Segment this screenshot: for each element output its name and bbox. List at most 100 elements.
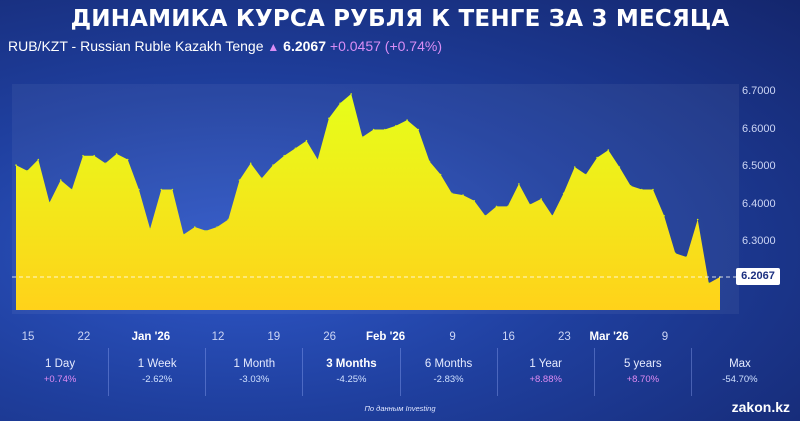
data-point xyxy=(708,282,710,285)
period-tab[interactable]: 6 Months -2.83% xyxy=(399,348,497,396)
data-point xyxy=(249,162,252,165)
page-title: ДИНАМИКА КУРСА РУБЛЯ К ТЕНГЕ ЗА 3 МЕСЯЦА xyxy=(70,6,730,32)
data-point xyxy=(685,256,688,258)
period-label: 3 Months xyxy=(326,358,377,370)
data-point xyxy=(160,188,163,191)
data-point xyxy=(618,166,621,168)
period-tab[interactable]: 5 years +8.70% xyxy=(593,348,691,396)
data-point xyxy=(462,194,464,196)
data-point xyxy=(641,188,643,191)
data-point xyxy=(171,188,174,191)
period-tab[interactable]: 1 Week -2.62% xyxy=(108,348,205,396)
x-tick-label: 22 xyxy=(77,331,91,343)
data-point xyxy=(573,166,576,168)
data-point xyxy=(182,233,185,236)
x-tick-label: 19 xyxy=(267,331,281,343)
current-price: 6.2067 xyxy=(283,38,326,54)
source-note: По данным Investing xyxy=(364,404,436,413)
data-point xyxy=(585,173,587,176)
data-point xyxy=(406,119,408,121)
data-point xyxy=(417,128,420,131)
data-point xyxy=(37,158,40,161)
x-tick-label: Jan '26 xyxy=(131,331,171,343)
data-point xyxy=(551,215,554,217)
period-tab[interactable]: 1 Day +0.74% xyxy=(12,348,108,396)
data-point xyxy=(518,183,520,185)
period-tab[interactable]: 1 Month -3.03% xyxy=(205,348,302,396)
data-point xyxy=(674,252,677,255)
period-change: +0.74% xyxy=(43,374,77,385)
data-point xyxy=(227,218,230,221)
data-point xyxy=(652,188,654,191)
data-point xyxy=(294,147,297,150)
data-point xyxy=(48,201,51,204)
data-point xyxy=(372,128,375,131)
data-point xyxy=(506,205,509,208)
y-tick-label: 6.5000 xyxy=(742,160,776,172)
data-point xyxy=(350,93,353,95)
data-point xyxy=(361,136,364,138)
period-change: -3.03% xyxy=(239,374,270,385)
y-tick-label: 6.4000 xyxy=(742,197,776,210)
period-label: 6 Months xyxy=(424,358,473,370)
period-label: 1 Week xyxy=(137,358,177,370)
period-change: -2.62% xyxy=(142,374,173,385)
data-point xyxy=(82,154,84,157)
data-point xyxy=(607,149,610,151)
period-change: -4.25% xyxy=(336,374,367,385)
period-tab[interactable]: Max -54.70% xyxy=(690,348,788,396)
period-label: Max xyxy=(729,358,751,370)
data-point xyxy=(395,124,397,127)
data-point xyxy=(15,164,17,166)
data-point xyxy=(93,154,95,157)
price-change-percent: (+0.74%) xyxy=(384,38,442,54)
data-point xyxy=(138,188,140,191)
y-tick-label: 6.3000 xyxy=(742,235,776,247)
period-change: +8.70% xyxy=(626,374,660,385)
period-label: 5 years xyxy=(623,358,662,370)
period-tab[interactable]: 3 Months -4.25% xyxy=(302,348,399,396)
data-point xyxy=(484,215,487,217)
quote-line: RUB/KZT - Russian Ruble Kazakh Tenge ▲ 6… xyxy=(8,38,442,54)
x-tick-label: Mar '26 xyxy=(589,331,629,343)
y-tick-label: 6.7000 xyxy=(742,85,776,97)
x-tick-label: 16 xyxy=(502,331,515,343)
data-point xyxy=(104,162,107,165)
data-point xyxy=(283,154,286,157)
price-change: +0.0457 xyxy=(329,38,381,54)
data-point xyxy=(629,185,632,187)
period-change: +8.88% xyxy=(529,374,562,385)
x-tick-label: Feb '26 xyxy=(366,331,406,343)
data-point xyxy=(59,179,62,181)
data-point xyxy=(205,230,207,232)
y-tick-label: 6.6000 xyxy=(742,122,776,135)
data-point xyxy=(261,177,263,180)
period-label: 1 Day xyxy=(45,358,76,370)
period-label: 1 Year xyxy=(529,358,562,370)
data-point xyxy=(384,128,386,131)
data-point xyxy=(663,215,665,217)
current-price-tag: 6.2067 xyxy=(736,268,780,285)
period-change: -2.83% xyxy=(433,374,464,385)
data-point xyxy=(495,205,498,208)
x-tick-label: 26 xyxy=(323,331,337,343)
data-point xyxy=(696,218,699,221)
data-point xyxy=(71,188,73,191)
data-point xyxy=(194,226,196,228)
data-point xyxy=(439,173,442,176)
data-point xyxy=(26,170,29,172)
data-point xyxy=(272,164,274,166)
data-point xyxy=(316,158,319,161)
data-point xyxy=(305,139,308,142)
period-label: 1 Month xyxy=(233,358,276,370)
data-point xyxy=(596,156,598,159)
period-tab[interactable]: 1 Year +8.88% xyxy=(496,348,594,396)
pair-name: RUB/KZT - Russian Ruble Kazakh Tenge xyxy=(8,38,264,54)
x-tick-label: 9 xyxy=(449,331,456,343)
data-point xyxy=(562,192,565,195)
x-tick-label: 15 xyxy=(21,331,35,343)
data-point xyxy=(529,203,531,206)
data-point xyxy=(428,160,431,163)
up-arrow-icon: ▲ xyxy=(267,40,280,54)
